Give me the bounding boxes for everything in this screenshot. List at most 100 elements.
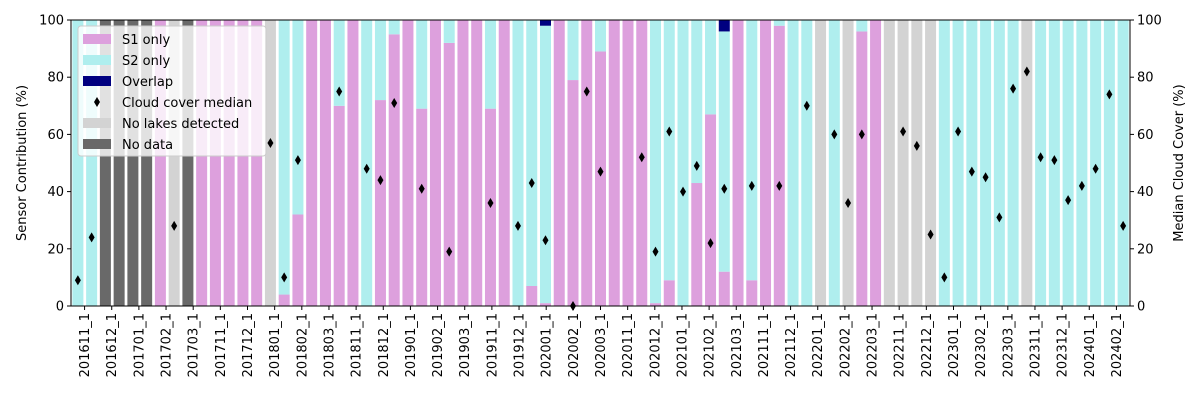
bar-segment-s1-only — [498, 20, 510, 306]
legend-box — [77, 25, 267, 157]
cloud-cover-marker — [336, 86, 343, 97]
bar-segment-s1-only — [691, 183, 703, 306]
bar-segment-s1-only — [292, 214, 304, 306]
bar-segment-s2-only — [677, 20, 689, 306]
bar-segment-overlap — [539, 20, 551, 26]
x-tick-label: 202211_1 — [893, 313, 908, 377]
bar-segment-s1-only — [718, 271, 730, 306]
x-tick-label: 202003_1 — [594, 313, 609, 377]
right-y-tick-label: 0 — [1137, 300, 1145, 315]
x-tick-label: 202112_1 — [784, 313, 799, 377]
bar-segment-s2-only — [952, 20, 964, 306]
x-tick-label: 202111_1 — [757, 313, 772, 377]
bar-segment-s1-only — [553, 20, 565, 306]
bar-segment-s2-only — [705, 20, 717, 115]
right-y-axis-label: Median Cloud Cover (%) — [1172, 84, 1187, 241]
x-tick-label: 201611_1 — [78, 313, 93, 377]
bar-segment-s2-only — [1090, 20, 1102, 306]
bar-segment-s2-only — [828, 20, 840, 306]
cloud-cover-marker — [1023, 66, 1030, 77]
bar-segment-s2-only — [938, 20, 950, 306]
x-tick-label: 202201_1 — [811, 313, 826, 377]
cloud-cover-marker — [776, 180, 783, 191]
cloud-cover-marker — [514, 220, 521, 231]
bar-segment-s2-only — [443, 20, 455, 43]
bar-segment-s2-only — [1062, 20, 1074, 306]
x-tick-label: 202001_1 — [540, 313, 555, 377]
bar-no-lakes — [883, 20, 895, 306]
bar-no-lakes — [168, 20, 180, 306]
x-tick-label: 201902_1 — [431, 313, 446, 377]
bar-segment-s2-only — [86, 20, 98, 306]
bar-segment-s1-only — [196, 20, 208, 306]
x-tick-label: 202302_1 — [974, 313, 989, 377]
x-tick-label: 201803_1 — [322, 313, 337, 377]
bar-segment-s2-only — [374, 20, 386, 101]
right-y-axis: 0 20 40 60 80 100 — [1130, 14, 1162, 315]
cloud-cover-marker — [955, 126, 962, 137]
bar-no-lakes — [264, 20, 276, 306]
right-y-tick-label: 40 — [1137, 185, 1154, 200]
bar-segment-s2-only — [773, 20, 785, 26]
bar-segment-s2-only — [567, 20, 579, 81]
x-tick-label: 202203_1 — [866, 313, 881, 377]
cloud-cover-marker — [1106, 89, 1113, 100]
bar-segment-s1-only — [154, 20, 166, 306]
x-tick-label: 202212_1 — [920, 313, 935, 377]
legend-label-no-lakes: No lakes detected — [122, 117, 239, 132]
cloud-cover-marker — [487, 198, 494, 209]
x-tick-label: 201802_1 — [295, 313, 310, 377]
left-y-tick-label: 40 — [47, 185, 64, 200]
right-y-tick-label: 20 — [1137, 242, 1154, 257]
cloud-cover-marker — [528, 178, 535, 189]
x-tick-label: 201703_1 — [187, 313, 202, 377]
cloud-cover-marker — [418, 183, 425, 194]
cloud-cover-marker — [941, 272, 948, 283]
bar-no-data — [127, 20, 139, 306]
bar-segment-s2-only — [292, 20, 304, 215]
x-tick-label: 201711_1 — [214, 313, 229, 377]
legend: S1 only S2 only Overlap Cloud cover medi… — [77, 25, 267, 157]
bar-segment-s1-only — [760, 20, 772, 306]
cloud-cover-marker — [831, 129, 838, 140]
bar-segment-s1-only — [443, 42, 455, 306]
x-tick-label: 201701_1 — [132, 313, 147, 377]
cloud-cover-marker — [845, 198, 852, 209]
bar-segment-s2-only — [388, 20, 400, 35]
bar-no-data — [113, 20, 125, 306]
bar-segment-s1-only — [773, 25, 785, 306]
cloud-cover-marker — [583, 86, 590, 97]
bar-segment-s2-only — [484, 20, 496, 109]
legend-swatch-no-data — [83, 139, 111, 149]
cloud-cover-marker — [652, 246, 659, 257]
x-tick-label: 202301_1 — [947, 313, 962, 377]
cloud-cover-marker — [803, 100, 810, 111]
left-y-tick-label: 60 — [47, 128, 64, 143]
bar-segment-s2-only — [526, 20, 538, 286]
cloud-cover-marker — [1092, 163, 1099, 174]
bar-segment-s2-only — [856, 20, 868, 32]
x-tick-label: 201811_1 — [350, 313, 365, 377]
bar-segment-s1-only — [526, 285, 538, 306]
x-tick-label: 201911_1 — [485, 313, 500, 377]
x-tick-label: 202002_1 — [567, 313, 582, 377]
bar-segment-s1-only — [306, 20, 318, 306]
legend-swatch-no-lakes — [83, 118, 111, 128]
cloud-cover-marker — [171, 220, 178, 231]
x-tick-label: 201812_1 — [377, 313, 392, 377]
left-y-tick-label: 0 — [56, 300, 64, 315]
legend-label-overlap: Overlap — [122, 75, 173, 90]
bar-segment-s1-only — [347, 20, 359, 306]
bar-segment-s1-only — [402, 20, 414, 306]
cloud-cover-marker — [1065, 195, 1072, 206]
bar-segment-s2-only — [718, 31, 730, 272]
cloud-cover-marker — [900, 126, 907, 137]
x-tick-label: 201801_1 — [268, 313, 283, 377]
legend-swatch-s1-only — [83, 34, 111, 44]
bar-segment-s2-only — [993, 20, 1005, 306]
cloud-cover-marker — [693, 160, 700, 171]
legend-label-s1-only: S1 only — [122, 33, 170, 48]
x-tick-label: 201712_1 — [241, 313, 256, 377]
